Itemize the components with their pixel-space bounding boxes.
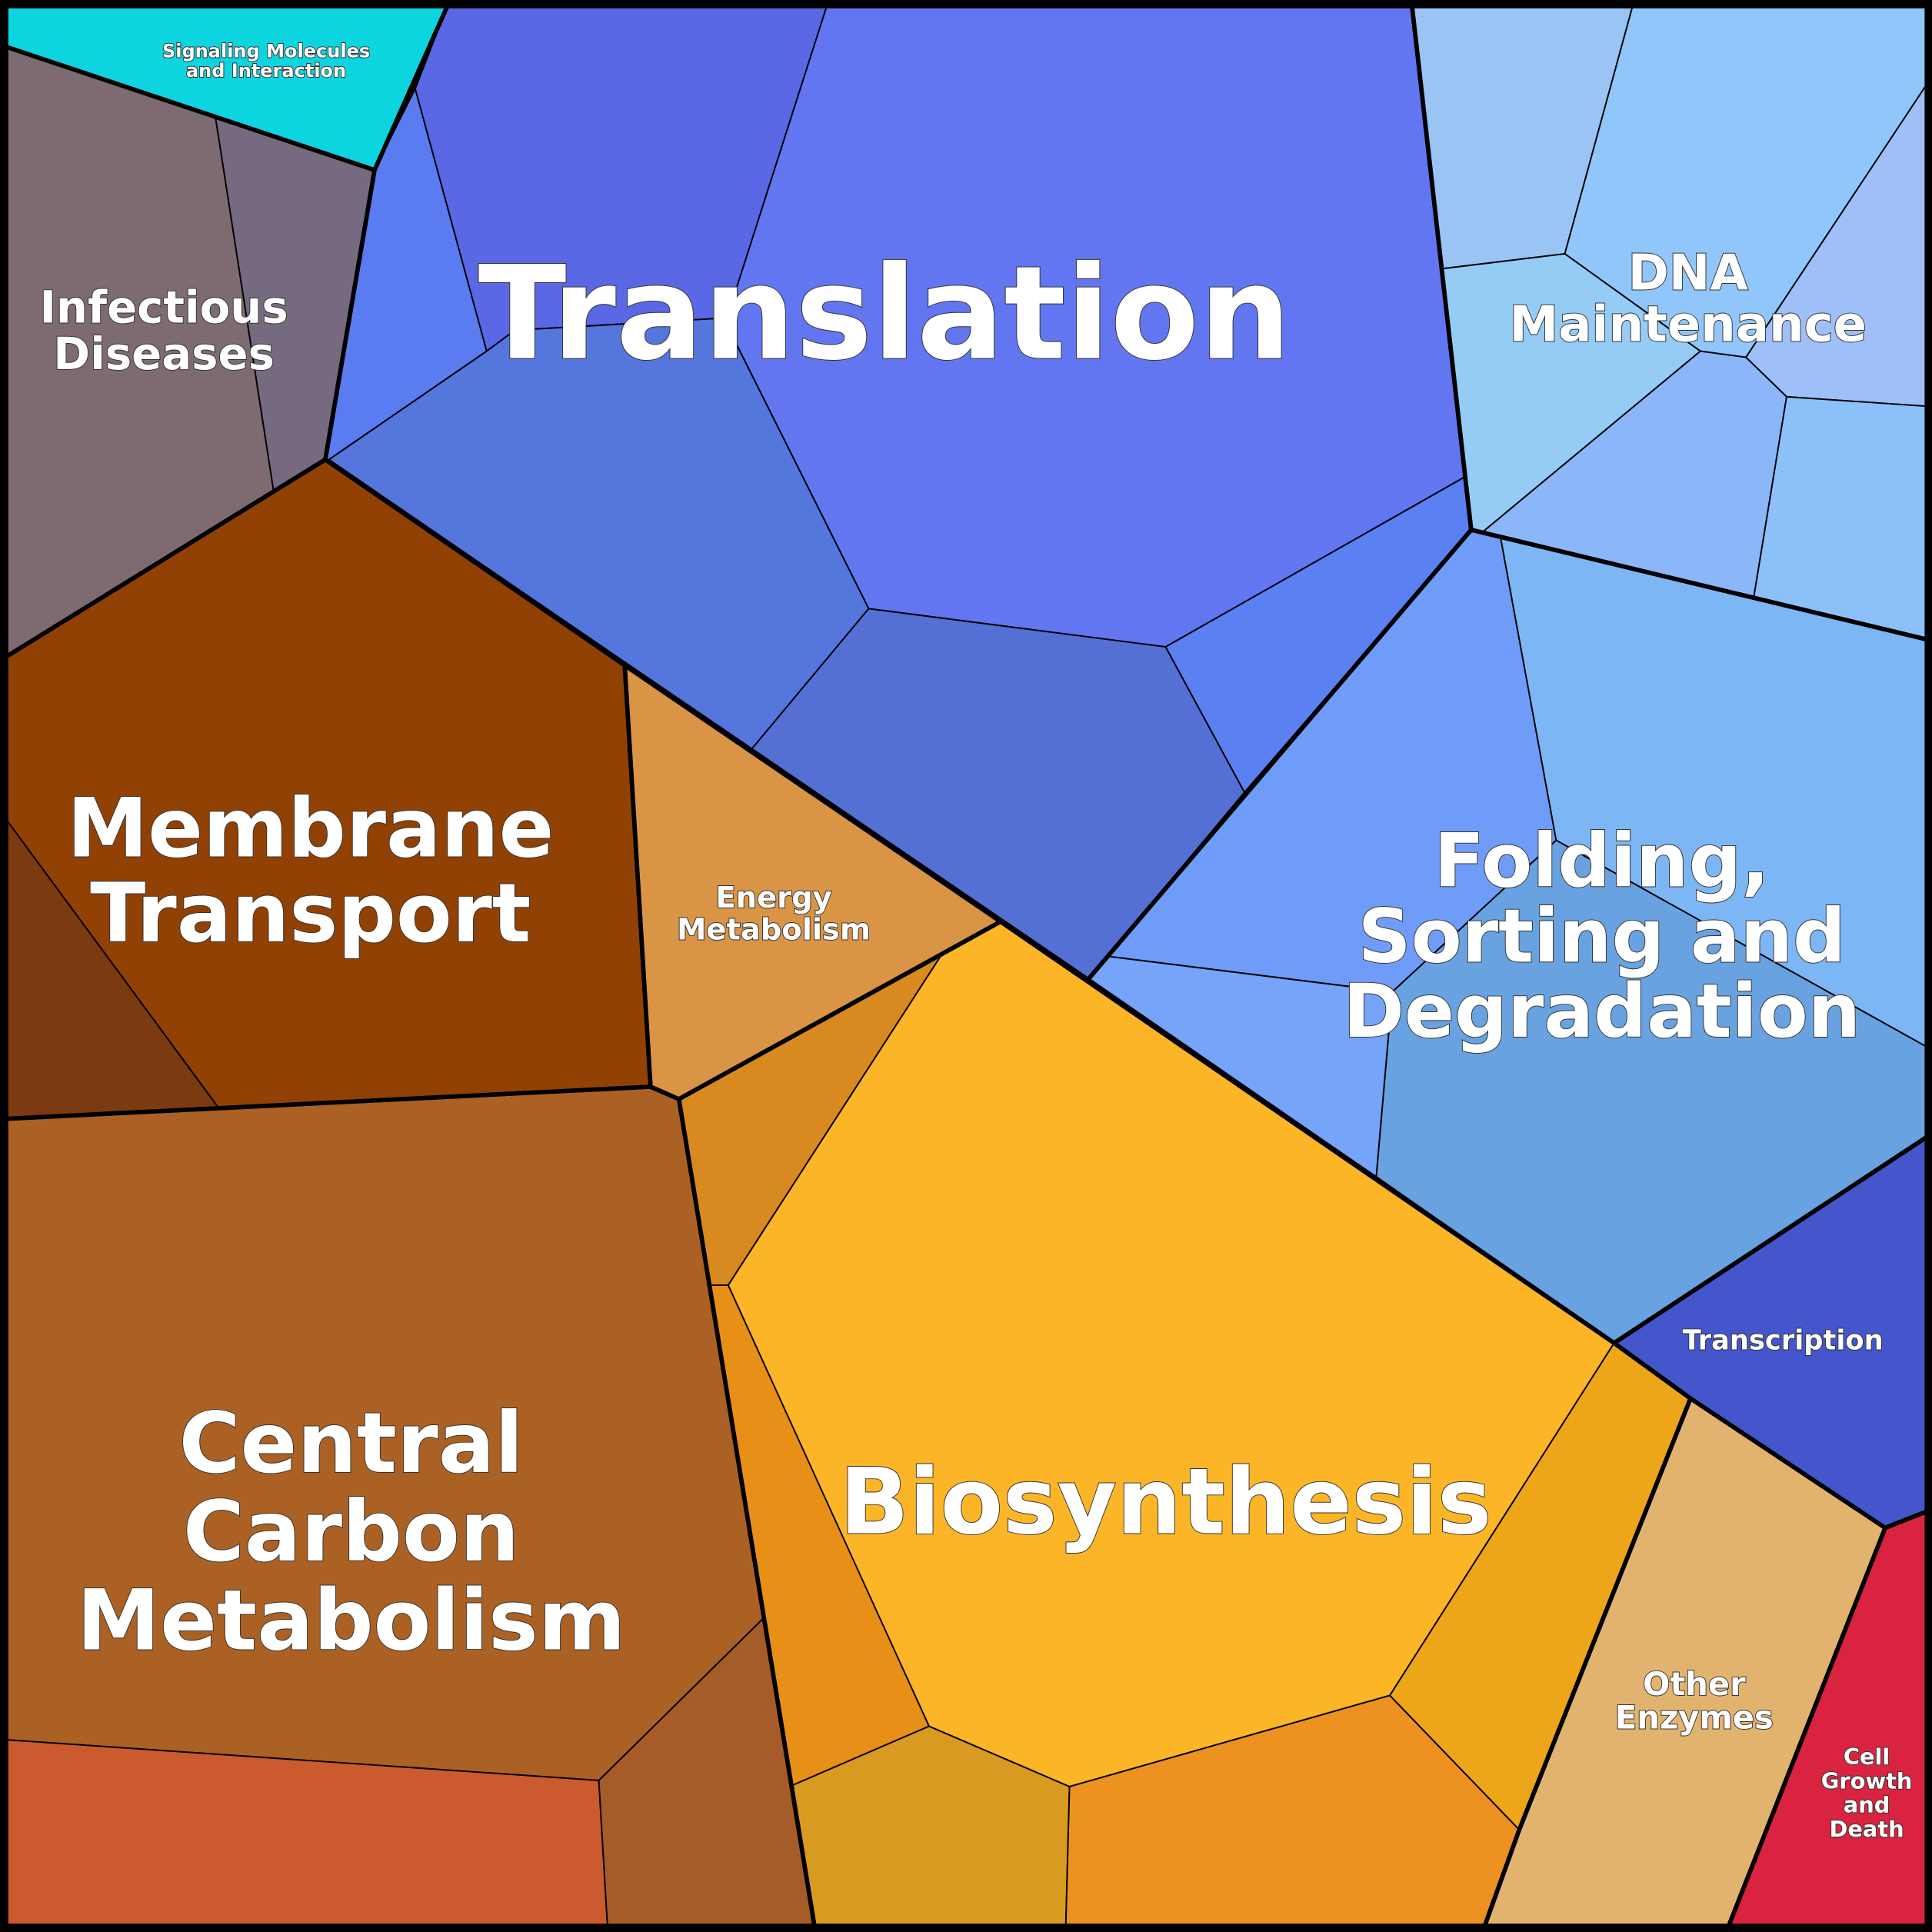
region-label: DNA — [1628, 245, 1749, 301]
region-label: Diseases — [53, 328, 275, 380]
region-label: and Interaction — [186, 60, 346, 82]
region-label: Degradation — [1343, 968, 1860, 1054]
region-label: Enzymes — [1615, 1698, 1774, 1736]
region-label: Other — [1643, 1665, 1746, 1703]
region-label: Energy — [715, 881, 831, 915]
region-label: Infectious — [39, 281, 288, 333]
region-label: Metabolism — [677, 913, 871, 948]
region-label: Membrane — [67, 781, 554, 875]
region-label: and — [1844, 1792, 1890, 1818]
region-label: Carbon — [183, 1483, 520, 1581]
region-label: Central — [179, 1394, 524, 1492]
region-label: Transcription — [1683, 1325, 1884, 1357]
region-label: Signaling Molecules — [162, 40, 370, 62]
region-label: Biosynthesis — [840, 1449, 1492, 1555]
cell — [1752, 395, 1932, 642]
region-label: Transport — [90, 866, 531, 961]
region-label: Cell — [1844, 1744, 1890, 1770]
cells — [5, 5, 1932, 1927]
region-label: Maintenance — [1509, 297, 1867, 354]
region-label: Translation — [478, 238, 1291, 389]
region-label: Death — [1829, 1816, 1904, 1842]
region-label: Folding, — [1434, 818, 1770, 904]
region-label: Metabolism — [77, 1571, 626, 1669]
region-label: Growth — [1821, 1767, 1913, 1794]
region-label: Sorting and — [1358, 893, 1846, 979]
